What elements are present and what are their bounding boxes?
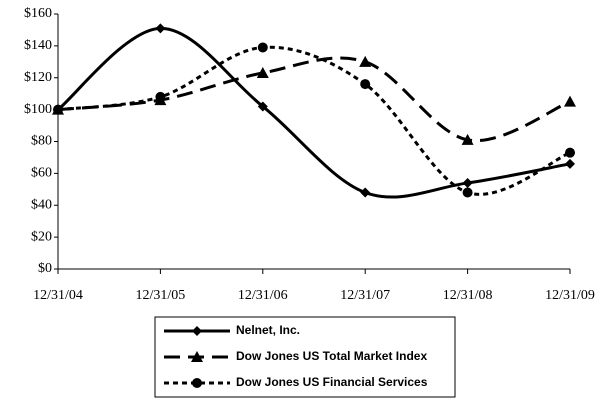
y-tick-label: $40 (31, 197, 52, 212)
legend-marker (192, 378, 202, 388)
x-tick-label: 12/31/06 (238, 288, 288, 303)
marker (359, 55, 372, 67)
marker (461, 133, 474, 145)
y-tick-label: $160 (24, 6, 52, 21)
marker (257, 42, 268, 53)
x-tick-label: 12/31/05 (136, 288, 186, 303)
marker (256, 66, 269, 78)
legend-label: Nelnet, Inc. (236, 323, 300, 337)
marker (53, 104, 63, 115)
legend-marker (192, 326, 202, 336)
marker (462, 187, 473, 198)
marker (565, 158, 575, 169)
y-tick-label: $20 (31, 229, 52, 244)
marker (564, 95, 576, 107)
x-tick-label: 12/31/04 (33, 288, 83, 303)
legend-label: Dow Jones US Total Market Index (236, 349, 427, 363)
series-line (57, 26, 571, 199)
y-tick-label: $140 (24, 38, 52, 53)
y-tick-label: $0 (38, 261, 52, 276)
x-tick-label: 12/31/08 (443, 288, 493, 303)
y-tick-label: $100 (24, 102, 52, 117)
y-tick-label: $120 (24, 70, 52, 85)
marker (565, 147, 575, 158)
series-line (57, 45, 571, 196)
marker (360, 79, 371, 90)
marker (257, 101, 268, 112)
legend-box (154, 316, 456, 398)
marker (155, 91, 166, 102)
x-tick-label: 12/31/09 (545, 288, 595, 303)
series-line (57, 56, 571, 143)
legend-marker (191, 351, 203, 362)
x-tick-label: 12/31/07 (340, 288, 390, 303)
marker (360, 187, 371, 198)
y-tick-label: $60 (31, 166, 52, 181)
legend-label: Dow Jones US Financial Services (236, 375, 428, 389)
marker (462, 177, 473, 188)
marker (155, 23, 166, 34)
y-tick-label: $80 (31, 134, 52, 149)
